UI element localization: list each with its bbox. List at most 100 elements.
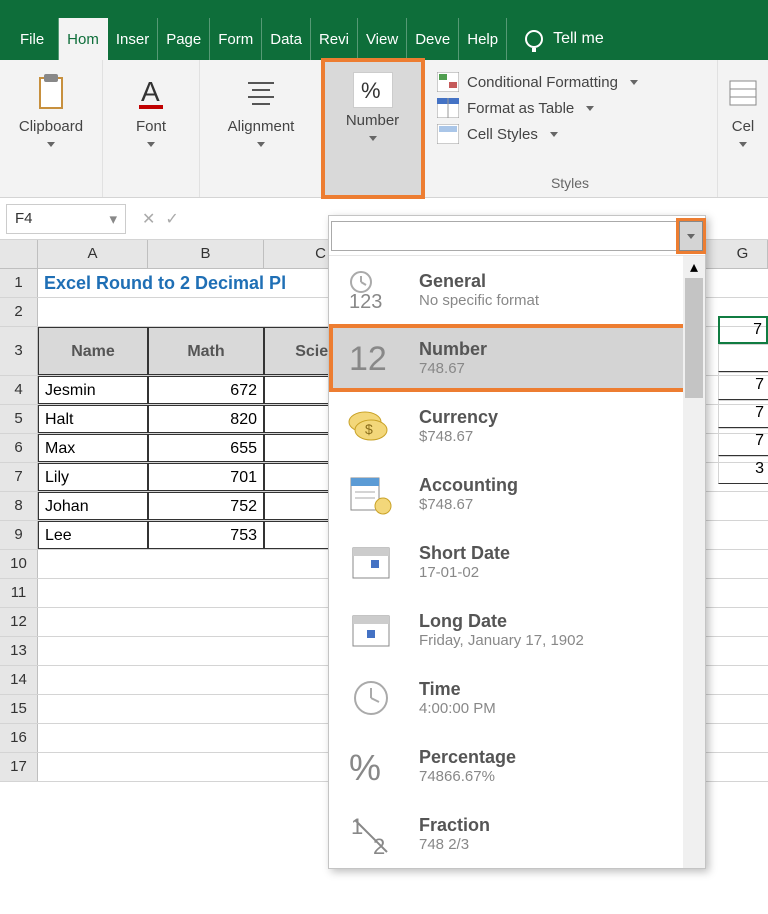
cell-g6[interactable]: 7: [718, 372, 768, 400]
ribbon: Clipboard A Font Alignment: [0, 60, 768, 198]
col-header-g[interactable]: G: [718, 240, 768, 268]
format-option-general[interactable]: 123GeneralNo specific format: [329, 256, 705, 324]
title-cell[interactable]: Excel Round to 2 Decimal Pl: [38, 269, 378, 297]
cell-name[interactable]: Lee: [38, 521, 148, 549]
row-number[interactable]: 12: [0, 608, 38, 636]
paste-button[interactable]: Clipboard: [6, 68, 96, 147]
tab-formulas[interactable]: Form: [210, 18, 262, 60]
format-preview: 748 2/3: [419, 836, 490, 853]
empty-cell[interactable]: [38, 637, 378, 665]
cell-name[interactable]: Max: [38, 434, 148, 462]
cell-name[interactable]: Halt: [38, 405, 148, 433]
dropdown-search-row: [329, 216, 705, 256]
row-number[interactable]: 2: [0, 298, 38, 326]
cell-g7[interactable]: 7: [718, 400, 768, 428]
empty-cell[interactable]: [38, 753, 378, 781]
tab-data[interactable]: Data: [262, 18, 311, 60]
tab-home[interactable]: Hom: [59, 18, 108, 60]
empty-cell[interactable]: [38, 666, 378, 694]
cell-name[interactable]: Lily: [38, 463, 148, 491]
format-option-number[interactable]: 12Number748.67: [329, 324, 705, 392]
format-search-input[interactable]: [331, 221, 680, 251]
cell-math[interactable]: 701: [148, 463, 264, 491]
row-number[interactable]: 11: [0, 579, 38, 607]
enter-icon[interactable]: ✓: [165, 209, 178, 229]
cell-math[interactable]: 753: [148, 521, 264, 549]
table-label: Format as Table: [467, 100, 574, 117]
col-header-b[interactable]: B: [148, 240, 264, 268]
row-number[interactable]: 7: [0, 463, 38, 491]
row-number[interactable]: 8: [0, 492, 38, 520]
row-number[interactable]: 1: [0, 269, 38, 297]
dropdown-scrollbar[interactable]: ▴: [683, 256, 705, 868]
select-all-triangle[interactable]: [0, 240, 38, 268]
conditional-formatting-button[interactable]: Conditional Formatting: [437, 72, 638, 92]
format-option-accounting[interactable]: Accounting $748.67: [329, 460, 705, 528]
cell-math[interactable]: 820: [148, 405, 264, 433]
cell-math[interactable]: 672: [148, 376, 264, 404]
header-math[interactable]: Math: [148, 327, 264, 375]
format-preview: Friday, January 17, 1902: [419, 632, 584, 649]
format-title: General: [419, 271, 539, 292]
font-button[interactable]: A Font: [109, 68, 193, 147]
format-option-percentage[interactable]: %Percentage74866.67%: [329, 732, 705, 800]
tab-review[interactable]: Revi: [311, 18, 358, 60]
row-number[interactable]: 13: [0, 637, 38, 665]
cell-g5[interactable]: [718, 344, 768, 372]
tab-page[interactable]: Page: [158, 18, 210, 60]
empty-cell[interactable]: [38, 550, 378, 578]
header-name[interactable]: Name: [38, 327, 148, 375]
tab-help[interactable]: Help: [459, 18, 507, 60]
scroll-thumb[interactable]: [685, 278, 703, 398]
tell-me[interactable]: Tell me: [507, 18, 604, 60]
format-option-shortdate[interactable]: Short Date17-01-02: [329, 528, 705, 596]
tab-view[interactable]: View: [358, 18, 407, 60]
row-number[interactable]: 5: [0, 405, 38, 433]
empty-cell[interactable]: [38, 695, 378, 723]
tab-file[interactable]: File: [6, 18, 59, 60]
format-list: 123GeneralNo specific format12Number748.…: [329, 256, 705, 868]
row-number[interactable]: 15: [0, 695, 38, 723]
cell-g4[interactable]: 7: [718, 316, 768, 344]
cells-icon: [728, 72, 758, 114]
row-number[interactable]: 16: [0, 724, 38, 752]
percentage-icon: %: [345, 744, 399, 788]
format-option-fraction[interactable]: 12Fraction748 2/3: [329, 800, 705, 868]
format-as-table-button[interactable]: Format as Table: [437, 98, 638, 118]
row-number[interactable]: 9: [0, 521, 38, 549]
format-option-currency[interactable]: $Currency$748.67: [329, 392, 705, 460]
svg-text:12: 12: [349, 340, 387, 378]
row-number[interactable]: 4: [0, 376, 38, 404]
empty-cell[interactable]: [38, 608, 378, 636]
row-number[interactable]: 10: [0, 550, 38, 578]
empty-cell[interactable]: [38, 579, 378, 607]
scroll-up-icon[interactable]: ▴: [683, 256, 705, 278]
empty-cell[interactable]: [38, 724, 378, 752]
name-box[interactable]: F4 ▾: [6, 204, 126, 234]
cell-g8[interactable]: 7: [718, 428, 768, 456]
cell-math[interactable]: 752: [148, 492, 264, 520]
col-header-a[interactable]: A: [38, 240, 148, 268]
cell-name[interactable]: Johan: [38, 492, 148, 520]
cell-styles-button[interactable]: Cell Styles: [437, 124, 638, 144]
cell-g9[interactable]: 3: [718, 456, 768, 484]
cancel-icon[interactable]: ✕: [142, 209, 155, 229]
format-option-longdate[interactable]: Long DateFriday, January 17, 1902: [329, 596, 705, 664]
row-number[interactable]: 17: [0, 753, 38, 781]
format-option-time[interactable]: Time4:00:00 PM: [329, 664, 705, 732]
row-number[interactable]: 3: [0, 327, 38, 375]
alignment-button[interactable]: Alignment: [206, 68, 316, 147]
number-format-button[interactable]: % Number: [328, 68, 418, 141]
row-number[interactable]: 6: [0, 434, 38, 462]
cell-math[interactable]: 655: [148, 434, 264, 462]
chevron-down-icon: [550, 132, 558, 137]
font-icon: A: [135, 72, 167, 114]
tab-developer[interactable]: Deve: [407, 18, 459, 60]
empty-cell[interactable]: [38, 298, 378, 326]
tab-insert[interactable]: Inser: [108, 18, 158, 60]
cells-button[interactable]: Cel: [721, 68, 765, 147]
row-number[interactable]: 14: [0, 666, 38, 694]
dropdown-toggle-button[interactable]: [679, 221, 703, 251]
svg-text:2: 2: [373, 834, 385, 856]
cell-name[interactable]: Jesmin: [38, 376, 148, 404]
